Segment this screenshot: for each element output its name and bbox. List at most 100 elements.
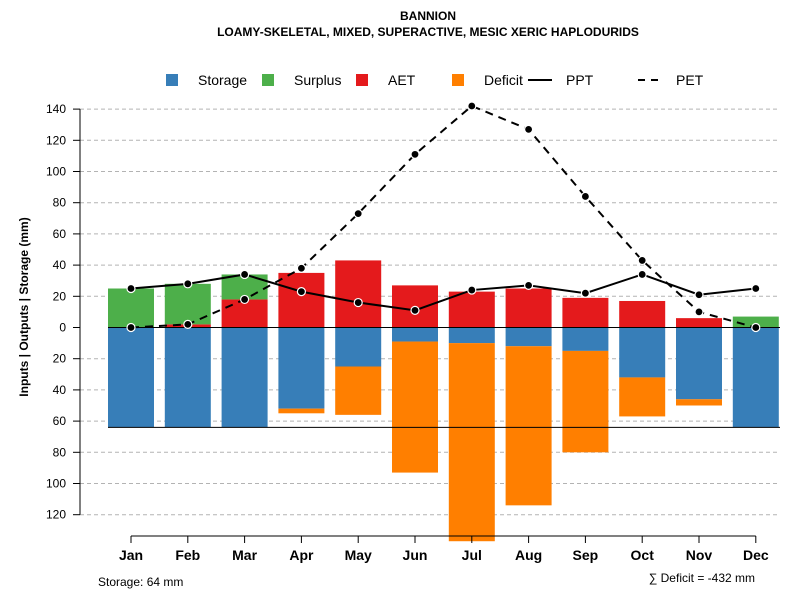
aet-bar [619,300,666,328]
ppt-point [183,279,193,289]
pet-point [410,149,420,159]
y-tick-label: 40 [53,383,67,397]
x-tick-label: May [345,547,372,563]
pet-point [353,209,363,219]
pet-point [694,307,704,317]
deficit-bar [392,341,438,473]
ppt-point [523,280,534,290]
y-tick-label: 120 [46,133,66,147]
aet-bar [221,299,268,328]
legend-swatch [166,74,178,86]
aet-bar [335,260,382,328]
x-tick-label: Jul [462,547,482,563]
ppt-point [126,283,136,294]
deficit-bar [448,343,495,542]
y-tick-label: 0 [59,321,66,335]
x-axis: Jan Feb Mar Apr May Jun Jul Aug Sep Oct Nov Dec [119,535,769,563]
y-tick-label: 80 [53,196,67,210]
y-tick-label: 100 [46,165,66,179]
y-tick-label: 20 [53,289,67,303]
deficit-bar [505,346,552,506]
pet-point [523,124,534,134]
pet-point [467,101,477,111]
x-tick-label: Apr [289,547,314,563]
ppt-point [694,290,704,300]
y-axis: 140 120 100 80 60 40 20 0 20 40 60 80 100 120 [46,102,81,522]
ppt-point [240,269,250,280]
legend: Storage Surplus AET Deficit PPT PET [166,72,704,88]
x-tick-label: Jun [403,547,428,563]
aet-bar [278,272,325,328]
y-tick-label: 60 [53,414,67,428]
y-tick-label: 60 [53,227,67,241]
ppt-point [296,287,306,297]
x-tick-label: Mar [232,547,257,563]
x-tick-label: Oct [631,547,655,563]
ppt-point [353,297,363,308]
storage-bar [676,327,722,400]
y-tick-label: 140 [46,102,66,116]
y-tick-label: 120 [46,508,66,522]
pet-point [580,191,591,202]
x-tick-label: Feb [175,547,200,563]
pet-line [130,104,757,329]
line-series [126,101,761,333]
x-tick-label: Jan [119,547,143,563]
surplus-bar [732,316,779,328]
storage-bar [732,327,779,428]
ppt-point [467,285,477,295]
deficit-bar [335,366,382,415]
legend-label: Surplus [294,72,341,88]
ppt-point [637,269,647,280]
storage-bar [505,327,552,347]
storage-note: Storage: 64 mm [98,575,183,589]
storage-bar [221,327,268,428]
ppt-line [130,273,756,312]
deficit-bar [562,350,609,453]
pet-point [183,319,193,329]
storage-bar [278,327,325,409]
deficit-total: ∑ Deficit = -432 mm [649,571,755,585]
x-tick-label: Aug [515,547,542,563]
ppt-point [580,288,591,298]
aet-bar [505,288,552,328]
x-tick-label: Sep [573,547,599,563]
legend-swatch [452,74,464,86]
legend-label: Storage [198,72,247,88]
storage-bar [392,327,438,342]
aet-bar [562,297,609,328]
x-tick-label: Nov [686,547,713,563]
deficit-bar [278,408,325,414]
storage-bar [562,327,609,351]
y-tick-label: 40 [53,258,67,272]
storage-bar [335,327,382,367]
legend-label: PPT [566,72,594,88]
storage-bar [108,327,154,428]
pet-point [751,322,761,333]
pet-point [240,294,250,305]
chart-title: BANNION [400,9,456,23]
y-axis-title: Inputs | Outputs | Storage (mm) [17,217,31,396]
deficit-bar [676,399,722,406]
ppt-point [410,305,420,315]
storage-bar [448,327,495,344]
legend-swatch [262,74,274,86]
aet-bar [676,318,722,328]
legend-swatch [356,74,368,86]
legend-label: AET [388,72,416,88]
aet-bar [448,291,495,328]
y-tick-label: 100 [46,477,66,491]
bar-series [108,260,780,542]
deficit-bar [619,377,666,417]
chart-subtitle: LOAMY-SKELETAL, MIXED, SUPERACTIVE, MESI… [217,25,639,39]
legend-label: PET [676,72,704,88]
surplus-bar [108,288,154,328]
x-tick-label: Dec [743,547,769,563]
storage-bar [619,327,666,378]
ppt-point [751,283,761,294]
legend-label: Deficit [484,72,523,88]
y-tick-label: 80 [53,445,67,459]
pet-point [637,255,647,266]
pet-point [296,263,306,273]
